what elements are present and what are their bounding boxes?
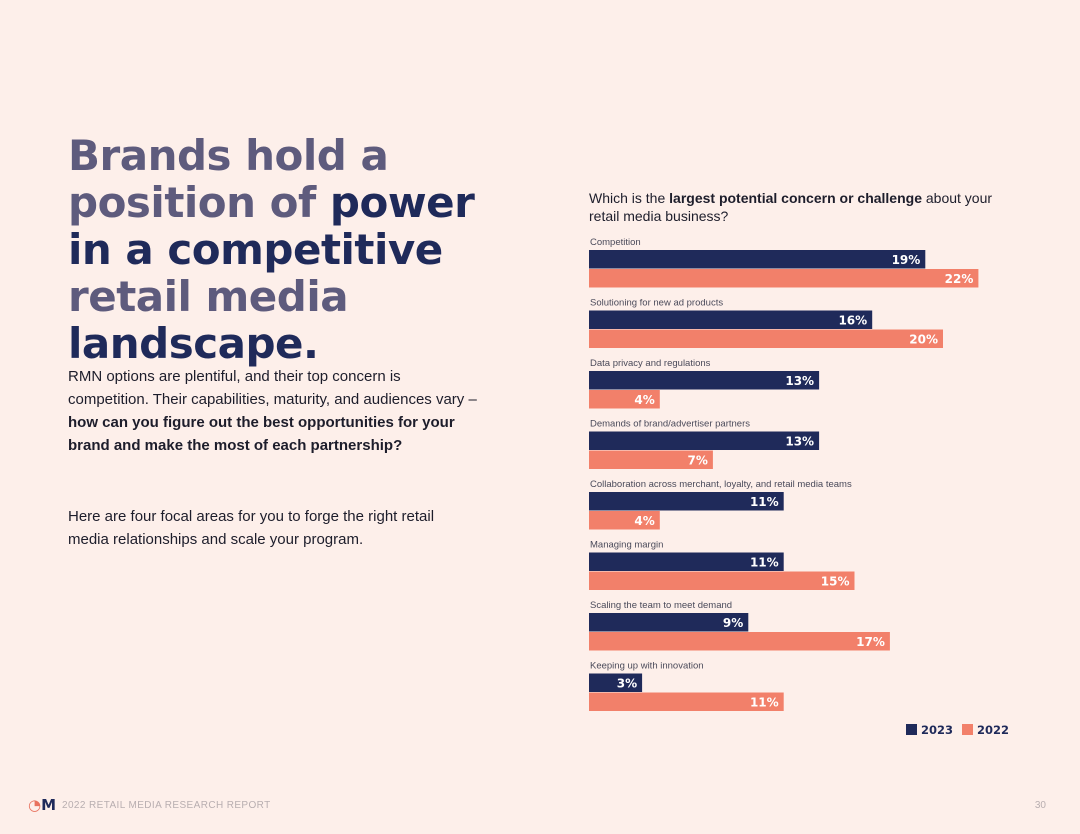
- value-label-2023: 3%: [617, 676, 637, 690]
- value-label-2022: 20%: [909, 332, 938, 346]
- category-label: Scaling the team to meet demand: [590, 600, 732, 611]
- value-label-2023: 13%: [785, 434, 814, 448]
- bar-chart: Competition 19% 22% Solutioning for new ad …: [0, 0, 1080, 834]
- value-label-2023: 13%: [785, 374, 814, 388]
- category-label: Keeping up with innovation: [590, 661, 704, 672]
- legend-swatch-2023: [906, 724, 917, 735]
- value-label-2023: 11%: [750, 555, 779, 569]
- value-label-2022: 4%: [634, 393, 654, 407]
- value-label-2022: 7%: [688, 453, 708, 467]
- bar-2022: [589, 269, 978, 288]
- category-label: Data privacy and regulations: [590, 358, 711, 369]
- footer: ◔M 2022 RETAIL MEDIA RESEARCH REPORT 30: [0, 796, 1080, 818]
- value-label-2023: 19%: [892, 253, 921, 267]
- category-label: Solutioning for new ad products: [590, 298, 723, 309]
- category-label: Demands of brand/advertiser partners: [590, 419, 750, 430]
- category-label: Collaboration across merchant, loyalty, …: [590, 479, 852, 490]
- value-label-2023: 16%: [838, 313, 867, 327]
- value-label-2022: 17%: [856, 635, 885, 649]
- bar-2023: [589, 311, 872, 330]
- bar-2022: [589, 572, 855, 591]
- bar-2023: [589, 250, 925, 269]
- value-label-2022: 15%: [821, 574, 850, 588]
- value-label-2023: 11%: [750, 495, 779, 509]
- category-label: Managing margin: [590, 540, 663, 551]
- report-name: 2022 RETAIL MEDIA RESEARCH REPORT: [62, 800, 271, 811]
- category-label: Competition: [590, 237, 641, 248]
- page-number: 30: [1035, 800, 1046, 811]
- value-label-2022: 22%: [945, 272, 974, 286]
- legend-swatch-2022: [962, 724, 973, 735]
- value-label-2022: 11%: [750, 695, 779, 709]
- value-label-2023: 9%: [723, 616, 743, 630]
- legend-label-2023: 2023: [921, 723, 953, 737]
- bar-2022: [589, 330, 943, 349]
- logo-letter: M: [41, 796, 56, 814]
- brand-logo-icon: ◔M: [28, 796, 56, 814]
- bar-2022: [589, 632, 890, 651]
- value-label-2022: 4%: [634, 514, 654, 528]
- legend-label-2022: 2022: [977, 723, 1009, 737]
